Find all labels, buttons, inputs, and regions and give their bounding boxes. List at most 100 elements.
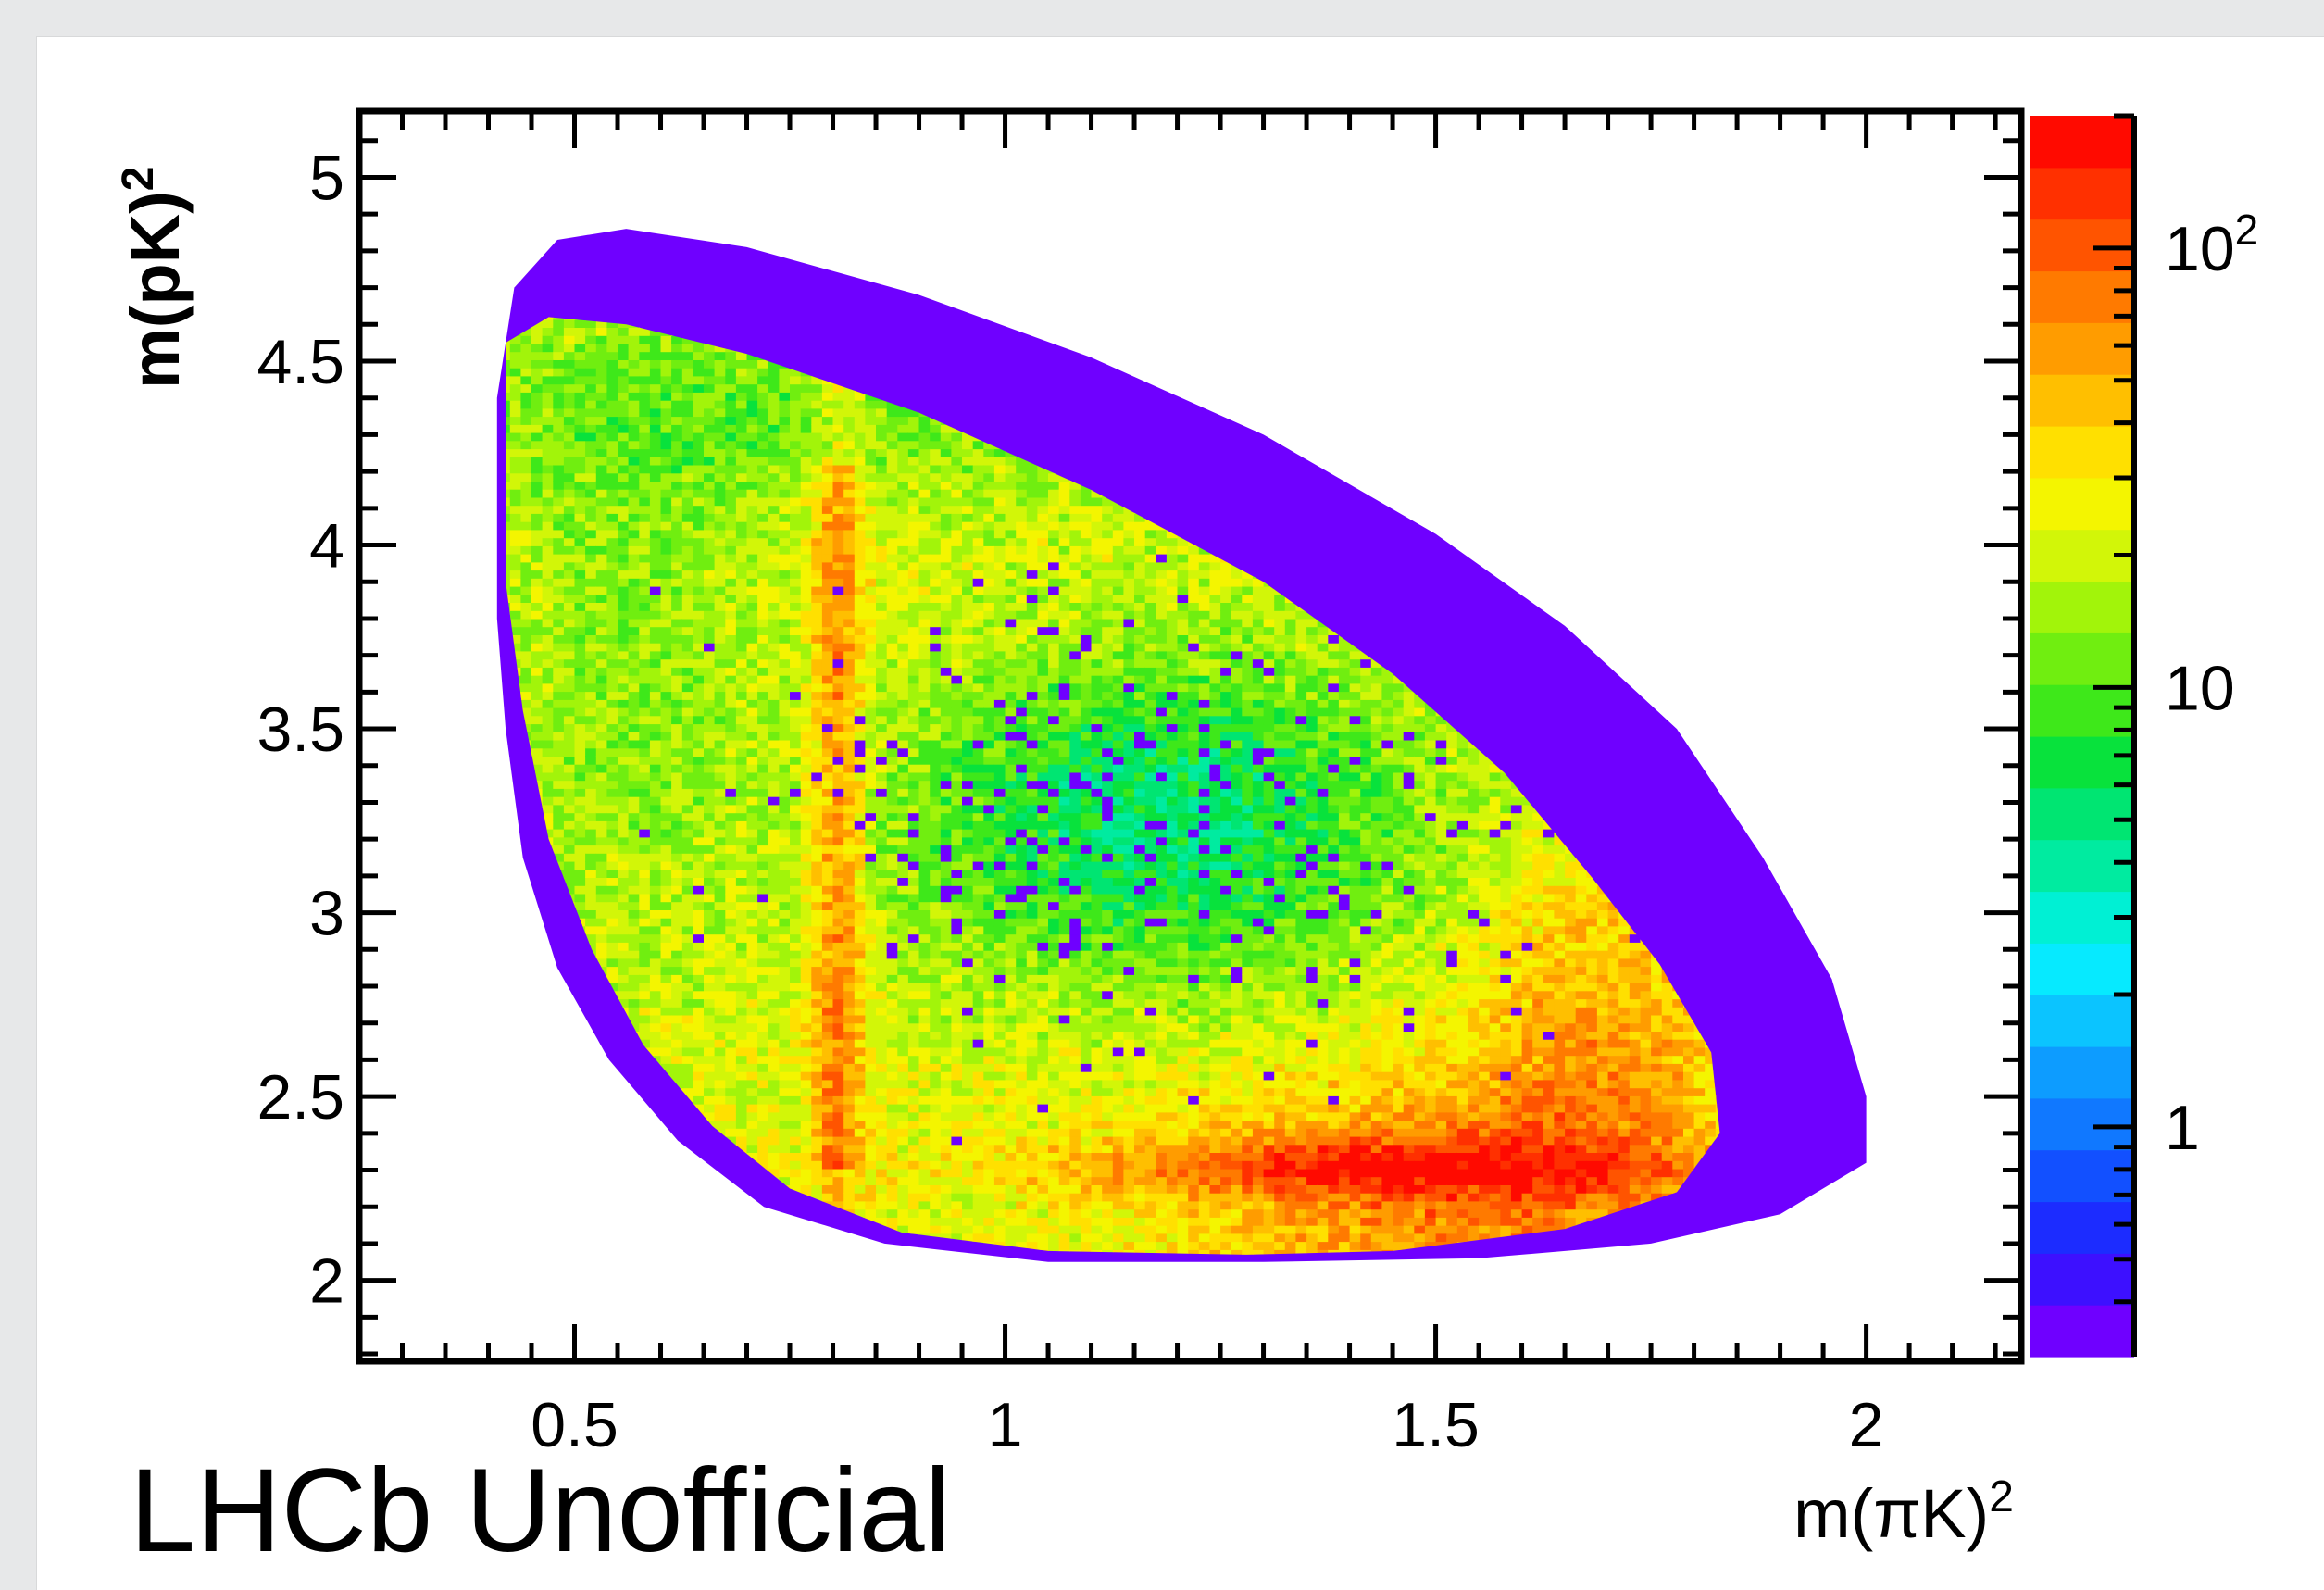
heatmap-cell [897, 529, 909, 539]
heatmap-cell [832, 521, 844, 531]
heatmap-cell [876, 448, 888, 457]
heatmap-cell [790, 1055, 802, 1064]
heatmap-cell [790, 424, 802, 433]
heatmap-cell [704, 1063, 716, 1072]
heatmap-cell [725, 788, 737, 797]
heatmap-cell [735, 877, 748, 886]
heatmap-cell [800, 1111, 812, 1121]
heatmap-cell [725, 618, 737, 628]
heatmap-cell [628, 383, 640, 393]
heatmap-cell [886, 682, 898, 693]
heatmap-cell [660, 1055, 672, 1064]
heatmap-cell [693, 901, 705, 910]
heatmap-cell [649, 715, 662, 725]
heatmap-cell [843, 885, 856, 895]
heatmap-cell [639, 756, 651, 765]
heatmap-cell [618, 812, 630, 821]
heatmap-cell [854, 1144, 866, 1153]
heatmap-cell [930, 861, 942, 870]
heatmap-cell [918, 1079, 931, 1089]
heatmap-cell [553, 845, 565, 854]
heatmap-cell [811, 958, 823, 968]
heatmap-cell [832, 1055, 844, 1064]
heatmap-cell [930, 1007, 942, 1016]
heatmap-cell [918, 424, 931, 433]
heatmap-cell [606, 861, 618, 870]
heatmap-cell [585, 481, 597, 490]
heatmap-cell [704, 1039, 716, 1048]
heatmap-cell [639, 1039, 651, 1048]
heatmap-cell [790, 861, 802, 870]
heatmap-cell [876, 845, 888, 854]
heatmap-cell [832, 918, 844, 927]
heatmap-cell [918, 594, 931, 603]
heatmap-cell [930, 699, 942, 708]
heatmap-cell [768, 804, 780, 814]
heatmap-cell [865, 650, 877, 660]
heatmap-cell [693, 570, 705, 579]
heatmap-cell [746, 610, 758, 620]
heatmap-cell [639, 578, 651, 587]
heatmap-cell [606, 634, 618, 644]
heatmap-cell [768, 958, 780, 968]
heatmap-cell [800, 578, 812, 587]
heatmap-cell [628, 578, 640, 587]
heatmap-cell [757, 368, 769, 377]
heatmap-cell [681, 950, 693, 959]
heatmap-cell [574, 432, 586, 442]
heatmap-cell [618, 950, 630, 959]
heatmap-cell [574, 812, 586, 821]
heatmap-cell [606, 472, 618, 482]
heatmap-cell [779, 933, 791, 943]
heatmap-cell [725, 990, 737, 1000]
heatmap-cell [918, 586, 931, 595]
heatmap-cell [542, 570, 554, 579]
heatmap-cell [832, 1079, 844, 1089]
heatmap-cell [714, 1079, 726, 1089]
heatmap-cell [681, 812, 693, 821]
heatmap-cell [725, 351, 737, 360]
heatmap-cell [886, 771, 898, 782]
heatmap-cell [606, 368, 618, 377]
heatmap-cell [800, 740, 812, 749]
heatmap-cell [832, 893, 844, 903]
heatmap-cell [832, 1176, 844, 1185]
heatmap-cell [735, 359, 748, 369]
heatmap-cell [790, 375, 802, 385]
heatmap-cell [725, 667, 737, 676]
heatmap-cell [649, 853, 662, 862]
heatmap-cell [757, 869, 769, 878]
heatmap-cell [639, 545, 651, 555]
heatmap-cell [854, 634, 866, 644]
heatmap-cell [606, 658, 618, 668]
heatmap-cell [768, 1104, 780, 1113]
heatmap-cell [681, 1087, 693, 1096]
heatmap-cell [918, 1160, 931, 1170]
heatmap-cell [506, 368, 511, 377]
heatmap-cell [865, 424, 877, 433]
heatmap-cell [735, 602, 748, 611]
heatmap-cell [574, 634, 586, 644]
heatmap-cell [693, 1095, 705, 1105]
heatmap-cell [628, 796, 640, 806]
heatmap-cell [542, 650, 554, 660]
heatmap-cell [681, 966, 693, 975]
heatmap-cell [681, 561, 693, 571]
heatmap-cell [876, 440, 888, 450]
heatmap-cell [735, 950, 748, 959]
heatmap-cell [897, 610, 909, 620]
heatmap-cell [876, 594, 888, 603]
heatmap-cell [660, 424, 672, 433]
heatmap-cell [876, 715, 888, 725]
heatmap-cell [886, 407, 898, 418]
heatmap-cell [886, 1022, 898, 1032]
heatmap-cell [918, 747, 931, 757]
heatmap-cell [735, 1063, 748, 1072]
heatmap-cell [649, 869, 662, 878]
heatmap-cell [876, 489, 888, 498]
heatmap-cell [886, 1217, 898, 1226]
heatmap-cell [660, 658, 672, 668]
heatmap-cell [735, 958, 748, 968]
heatmap-cell [876, 1136, 888, 1146]
heatmap-cell [671, 521, 683, 531]
